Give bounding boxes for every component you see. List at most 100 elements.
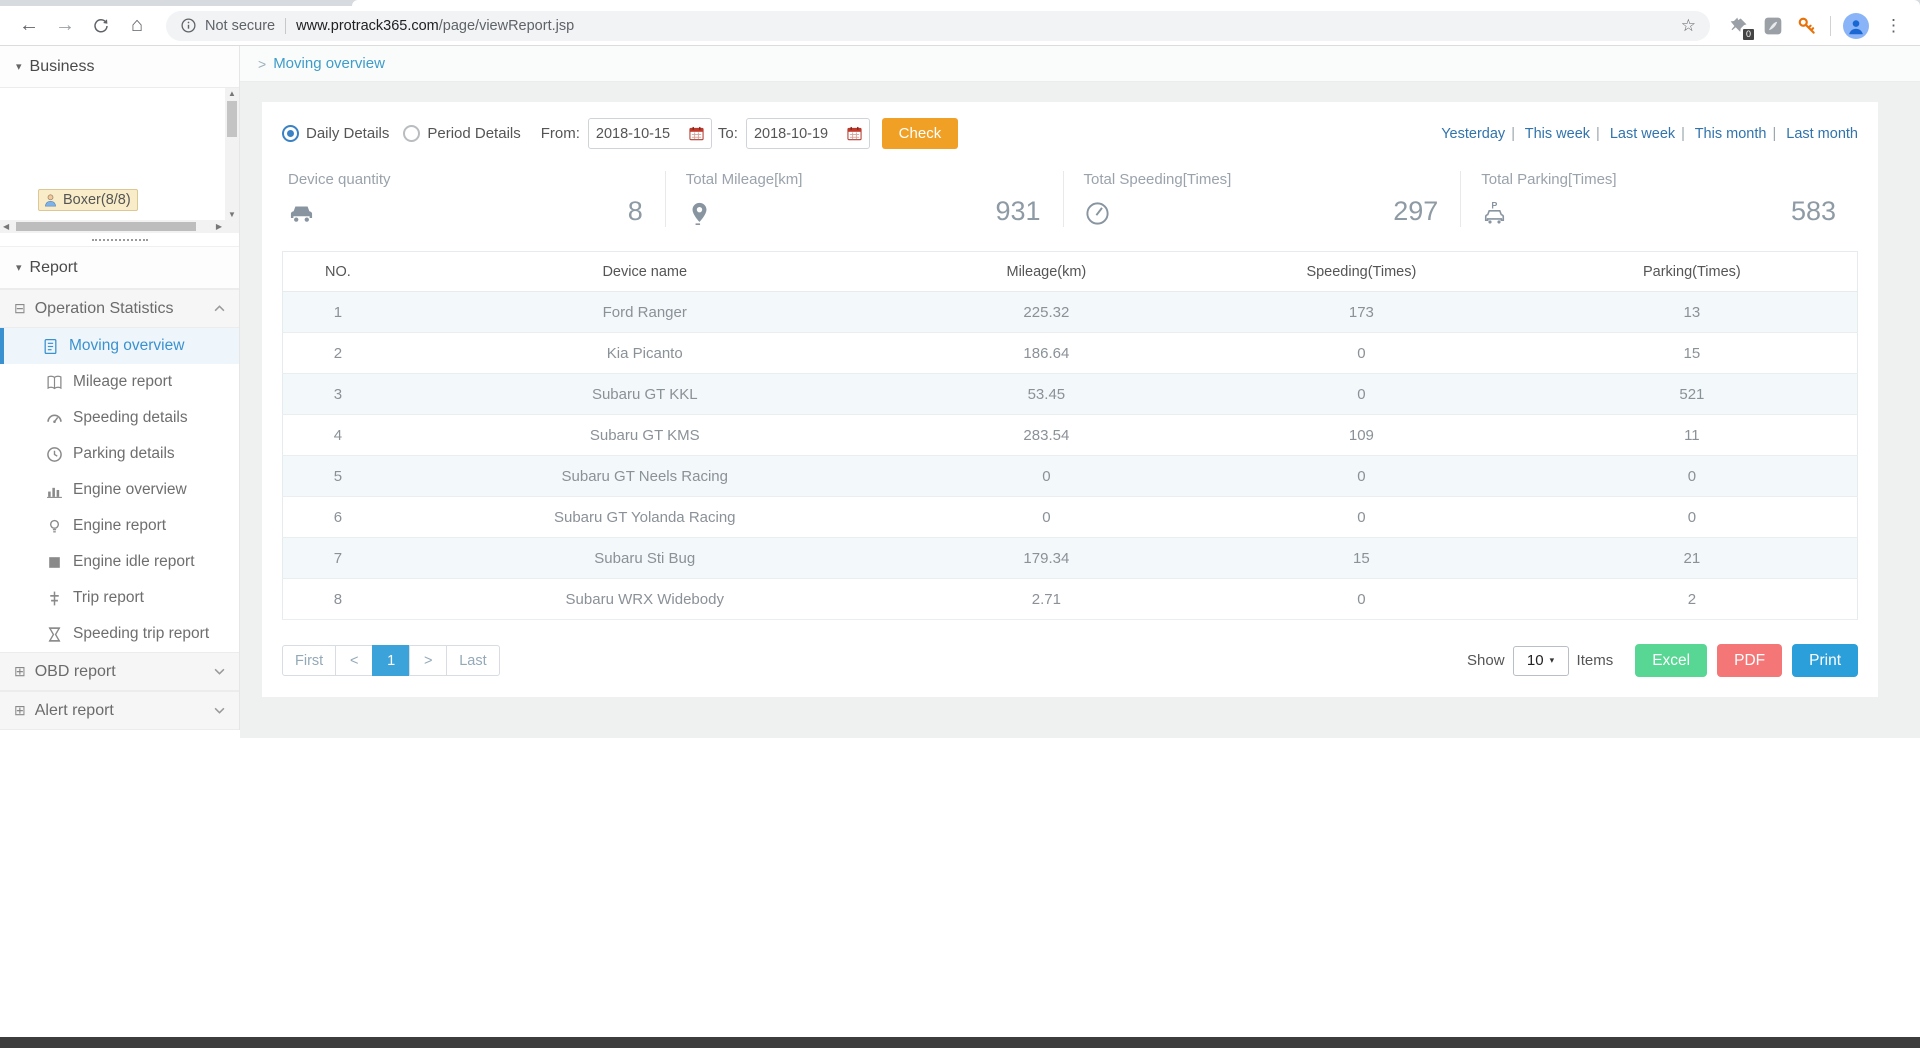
alert-report-label: Alert report [34, 701, 114, 719]
browser-menu-icon[interactable]: ⋮ [1885, 15, 1902, 35]
tree-vertical-scrollbar[interactable]: ▲ ▼ [225, 88, 239, 220]
sidebar-item[interactable]: Mileage report [0, 364, 239, 400]
check-button[interactable]: Check [881, 118, 958, 149]
sidebar-item[interactable]: Engine overview [0, 472, 239, 508]
collapse-triangle-icon: ▾ [16, 262, 22, 274]
profile-avatar[interactable] [1843, 12, 1869, 39]
print-button[interactable]: Print [1792, 644, 1858, 677]
breadcrumb: > Moving overview [240, 46, 1920, 82]
page-size-select[interactable]: 10 ▾ [1512, 645, 1569, 676]
device-name-link[interactable]: Subaru Sti Bug [392, 537, 897, 579]
quick-link[interactable]: Yesterday [1441, 125, 1506, 142]
last-page-button[interactable]: Last [446, 645, 500, 676]
device-name-link[interactable]: Ford Ranger [392, 291, 897, 333]
cell-mileage: 283.54 [896, 414, 1196, 456]
sidebar-item[interactable]: Trip report [0, 580, 239, 616]
device-name-link[interactable]: Kia Picanto [392, 332, 897, 374]
quick-link[interactable]: Last week [1609, 125, 1676, 142]
tree-node-boxer[interactable]: Boxer(8/8) [38, 189, 138, 211]
bookmark-star-icon[interactable]: ☆ [1680, 15, 1696, 35]
column-header: Parking(Times) [1526, 251, 1858, 292]
key-extension-icon[interactable] [1796, 15, 1818, 37]
sidebar-item[interactable]: Engine report [0, 508, 239, 544]
sidebar-item[interactable]: Speeding trip report [0, 616, 239, 652]
scroll-down-icon[interactable]: ▼ [228, 210, 236, 219]
report-table: NO. Device name Mileage(km) Speeding(Tim… [282, 251, 1858, 620]
business-section-header[interactable]: ▾ Business [0, 46, 239, 88]
svg-text:P: P [1492, 200, 1498, 210]
table-row: 4 Subaru GT KMS 283.54 109 11 [282, 414, 1858, 456]
url-path: /page/viewReport.jsp [438, 17, 575, 34]
book-icon [46, 374, 63, 391]
period-details-radio[interactable] [403, 125, 421, 142]
pdf-export-button[interactable]: PDF [1717, 644, 1783, 677]
quick-link[interactable]: This week [1524, 125, 1591, 142]
home-button[interactable]: ⌂ [130, 14, 144, 36]
items-label: Items [1576, 652, 1614, 669]
taskbar[interactable] [0, 1037, 1920, 1048]
sidebar-item[interactable]: Moving overview [0, 328, 239, 364]
table-row: 1 Ford Ranger 225.32 173 13 [282, 291, 1858, 333]
daily-details-radio[interactable] [282, 125, 299, 142]
first-page-button[interactable]: First [282, 645, 337, 676]
calendar-icon[interactable] [689, 126, 704, 141]
next-page-button[interactable]: > [409, 645, 448, 676]
quick-link[interactable]: This month [1694, 125, 1767, 142]
cell-mileage: 179.34 [896, 537, 1196, 579]
daily-details-label[interactable]: Daily Details [306, 125, 390, 142]
section-operation-statistics[interactable]: ⊟ Operation Statistics [0, 289, 239, 328]
device-name-link[interactable]: Subaru GT KMS [392, 414, 897, 456]
operation-statistics-label: Operation Statistics [34, 299, 174, 317]
current-page-button[interactable]: 1 [372, 645, 411, 676]
obd-report-label: OBD report [34, 662, 116, 680]
calendar-icon[interactable] [847, 126, 862, 141]
security-label: Not secure [205, 17, 276, 34]
pin-extension-icon[interactable]: 0 [1728, 15, 1754, 40]
section-obd-report[interactable]: ⊞ OBD report [0, 652, 239, 691]
plus-square-icon: ⊞ [14, 702, 26, 718]
report-menu: Moving overview Mileage report Speeding … [0, 328, 239, 652]
column-header: Mileage(km) [896, 251, 1196, 292]
barchart-icon [46, 482, 63, 499]
tree-node-label: Boxer(8/8) [63, 192, 131, 208]
to-date-input[interactable]: 2018-10-19 [745, 118, 870, 149]
pdf-extension-icon[interactable] [1762, 15, 1784, 37]
vertical-scroll-thumb[interactable] [227, 101, 237, 137]
device-tree-panel: Boxer(8/8) ▲ ▼ ◀ ▶ [0, 88, 239, 233]
tree-horizontal-scrollbar[interactable]: ◀ ▶ [0, 220, 239, 233]
scroll-up-icon[interactable]: ▲ [228, 89, 236, 98]
stat-card: Total Parking[Times] P 583 [1460, 171, 1858, 227]
sidebar-item[interactable]: Speeding details [0, 400, 239, 436]
scroll-right-icon[interactable]: ▶ [215, 222, 222, 231]
back-button[interactable]: ← [19, 14, 39, 36]
sidebar-item[interactable]: Parking details [0, 436, 239, 472]
clock-icon [46, 446, 63, 463]
horizontal-scroll-thumb[interactable] [16, 222, 196, 231]
reload-button[interactable] [86, 11, 116, 41]
cell-mileage: 2.71 [896, 578, 1196, 620]
section-alert-report[interactable]: ⊞ Alert report [0, 691, 239, 730]
period-details-label[interactable]: Period Details [427, 125, 521, 142]
cell-no: 4 [282, 414, 393, 456]
device-name-link[interactable]: Subaru GT KKL [392, 373, 897, 415]
prev-page-button[interactable]: < [335, 645, 374, 676]
device-name-link[interactable]: Subaru WRX Widebody [392, 578, 897, 620]
scroll-left-icon[interactable]: ◀ [3, 222, 10, 231]
active-tab[interactable] [352, 0, 1920, 6]
from-date-input[interactable]: 2018-10-15 [587, 118, 712, 149]
sidebar-item[interactable]: Engine idle report [0, 544, 239, 580]
stat-value: 297 [1393, 196, 1439, 226]
quick-link[interactable]: Last month [1786, 125, 1858, 142]
report-section-header[interactable]: ▾ Report [0, 247, 239, 289]
address-bar[interactable]: Not secure www.protrack365.com/page/view… [166, 10, 1710, 41]
cell-no: 7 [282, 537, 393, 579]
excel-export-button[interactable]: Excel [1635, 644, 1708, 677]
breadcrumb-label[interactable]: Moving overview [273, 55, 385, 72]
sidebar-item-label: Engine report [73, 517, 167, 534]
cell-parking: 15 [1526, 332, 1858, 374]
bulb-icon [46, 518, 63, 535]
panel-resize-grip[interactable] [0, 233, 239, 247]
route-icon [46, 590, 63, 607]
report-card: Daily Details Period Details From: 2018-… [262, 102, 1878, 697]
forward-button[interactable]: → [55, 14, 75, 36]
